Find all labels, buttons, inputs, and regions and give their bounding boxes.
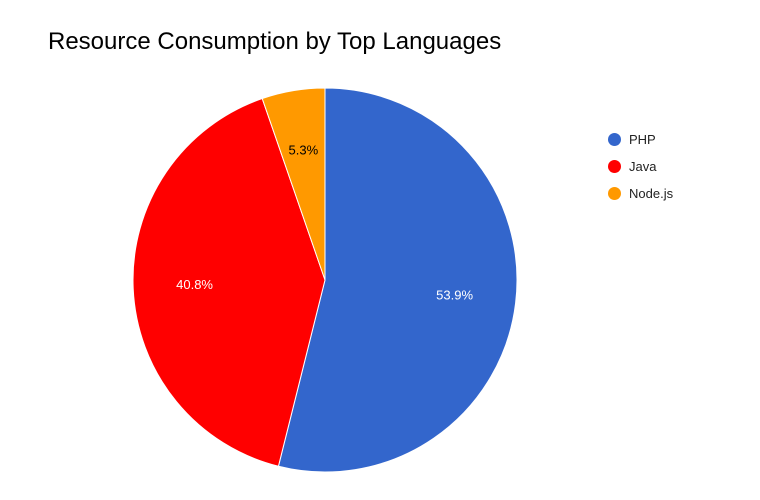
pie-slice-java[interactable] — [132, 97, 326, 467]
legend-label-node-js: Node.js — [629, 186, 674, 201]
legend-swatch-php — [608, 133, 621, 146]
chart-title: Resource Consumption by Top Languages — [48, 28, 502, 55]
pie-slice-node-js[interactable] — [261, 87, 326, 281]
legend-item-php[interactable]: PHP — [608, 126, 673, 153]
slice-label-php: 53.9% — [436, 287, 473, 302]
pie-slice-labels: 53.9% 40.8% 5.3% — [176, 143, 473, 303]
legend-item-java[interactable]: Java — [608, 153, 673, 180]
pie-slices — [132, 87, 518, 473]
legend-swatch-node-js — [608, 187, 621, 200]
legend-item-node-js[interactable]: Node.js — [608, 180, 673, 207]
legend-label-java: Java — [629, 159, 657, 174]
legend: PHP Java Node.js — [608, 126, 673, 207]
slice-label-java: 40.8% — [176, 277, 213, 292]
pie-slice-php[interactable] — [277, 87, 518, 473]
legend-swatch-java — [608, 160, 621, 173]
slice-label-node-js: 5.3% — [289, 143, 319, 158]
legend-label-php: PHP — [629, 132, 656, 147]
